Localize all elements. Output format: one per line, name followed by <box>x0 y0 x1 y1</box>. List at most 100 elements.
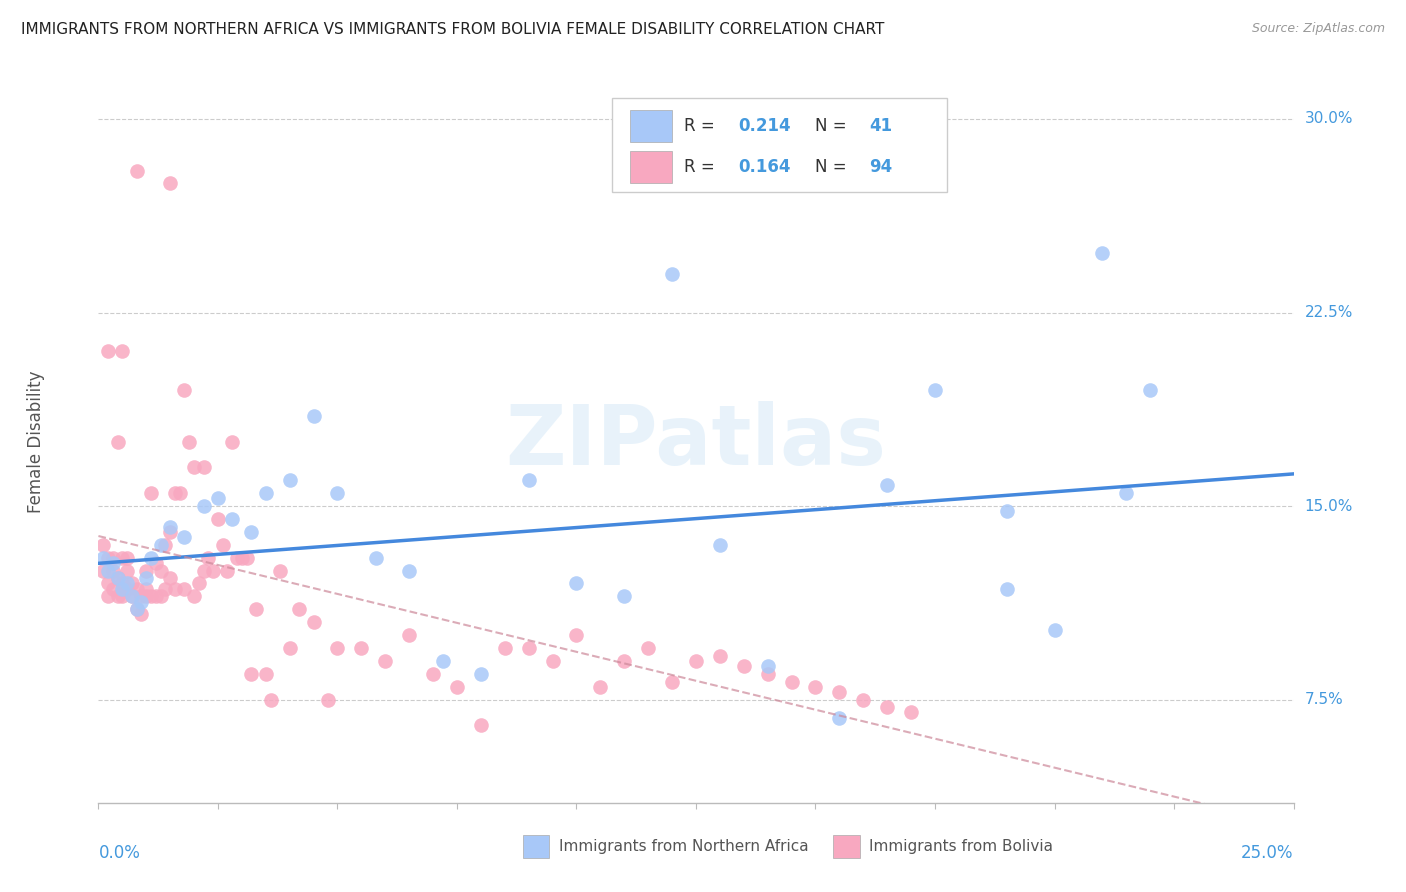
Point <box>613 590 636 604</box>
Point <box>187 576 209 591</box>
Point <box>101 582 124 596</box>
Point <box>565 628 588 642</box>
Point <box>155 538 177 552</box>
Point <box>924 383 946 397</box>
Point <box>269 564 291 578</box>
Text: N =: N = <box>815 117 852 135</box>
Point <box>398 628 420 642</box>
Text: N =: N = <box>815 158 852 176</box>
Point <box>197 550 219 565</box>
Point <box>709 538 731 552</box>
Point <box>131 594 153 608</box>
Point <box>364 550 387 565</box>
Text: Immigrants from Northern Africa: Immigrants from Northern Africa <box>558 838 808 854</box>
Point <box>111 550 134 565</box>
Point <box>139 486 162 500</box>
Point <box>107 434 129 449</box>
Point <box>1043 623 1066 637</box>
Text: 25.0%: 25.0% <box>1241 845 1294 863</box>
Point <box>259 692 281 706</box>
Text: 41: 41 <box>869 117 893 135</box>
Point <box>828 711 851 725</box>
Text: 0.0%: 0.0% <box>98 845 141 863</box>
Point <box>709 648 731 663</box>
Point <box>159 571 181 585</box>
Point <box>278 473 301 487</box>
Text: 0.214: 0.214 <box>738 117 790 135</box>
Text: 30.0%: 30.0% <box>1305 112 1353 127</box>
Point <box>202 564 225 578</box>
Point <box>111 582 134 596</box>
Point <box>159 519 181 533</box>
Point <box>446 680 468 694</box>
Text: ZIPatlas: ZIPatlas <box>506 401 886 482</box>
Point <box>121 590 143 604</box>
Point <box>231 550 253 565</box>
Point <box>517 473 540 487</box>
FancyBboxPatch shape <box>523 835 548 858</box>
Point <box>131 607 153 622</box>
Point <box>125 602 148 616</box>
Point <box>221 512 243 526</box>
Point <box>470 666 492 681</box>
Point <box>565 576 588 591</box>
FancyBboxPatch shape <box>630 151 672 183</box>
Point <box>139 590 162 604</box>
Point <box>470 718 492 732</box>
Point <box>101 550 124 565</box>
Point <box>240 666 263 681</box>
Point <box>828 685 851 699</box>
Point <box>254 486 277 500</box>
Point <box>288 602 311 616</box>
Point <box>254 666 277 681</box>
Point <box>804 680 827 694</box>
Point <box>149 564 172 578</box>
Point <box>302 615 325 630</box>
Point <box>900 706 922 720</box>
Point <box>149 590 172 604</box>
Point <box>316 692 339 706</box>
Point <box>111 590 134 604</box>
Text: 0.164: 0.164 <box>738 158 790 176</box>
Point <box>91 564 114 578</box>
Point <box>661 267 683 281</box>
Point <box>91 550 114 565</box>
Point <box>398 564 420 578</box>
Point <box>432 654 454 668</box>
Text: 22.5%: 22.5% <box>1305 305 1353 320</box>
Point <box>135 564 157 578</box>
Point <box>111 576 134 591</box>
Point <box>135 571 157 585</box>
FancyBboxPatch shape <box>630 110 672 142</box>
Point <box>155 582 177 596</box>
Point <box>115 564 138 578</box>
Point <box>169 486 191 500</box>
Text: 7.5%: 7.5% <box>1305 692 1343 707</box>
Point <box>422 666 444 681</box>
Point <box>183 590 205 604</box>
Point <box>494 640 516 655</box>
Point <box>326 640 349 655</box>
Point <box>235 550 257 565</box>
Point <box>876 478 898 492</box>
Text: R =: R = <box>685 158 720 176</box>
Point <box>135 582 157 596</box>
Point <box>217 564 239 578</box>
Point <box>97 576 120 591</box>
Point <box>326 486 349 500</box>
Point <box>517 640 540 655</box>
Point <box>163 486 186 500</box>
Point <box>183 460 205 475</box>
Text: Source: ZipAtlas.com: Source: ZipAtlas.com <box>1251 22 1385 36</box>
Point <box>1115 486 1137 500</box>
Point <box>121 590 143 604</box>
Point <box>173 530 195 544</box>
Point <box>1139 383 1161 397</box>
Point <box>852 692 875 706</box>
Point <box>756 666 779 681</box>
Point <box>211 538 233 552</box>
Point <box>685 654 707 668</box>
Point <box>107 590 129 604</box>
Text: R =: R = <box>685 117 720 135</box>
Point <box>245 602 267 616</box>
